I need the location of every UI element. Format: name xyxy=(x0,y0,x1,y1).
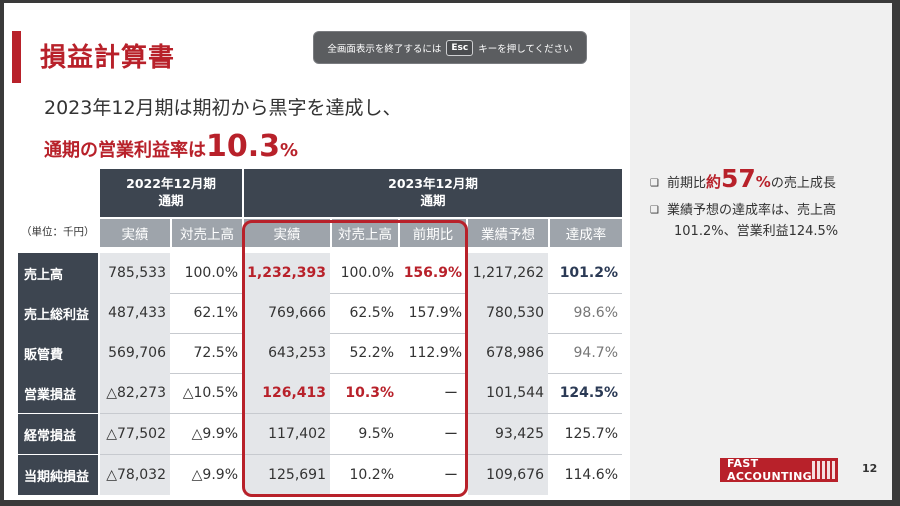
table-cell: ー xyxy=(444,386,458,402)
table-cell: 112.9% xyxy=(408,345,462,361)
table-cell: △9.9% xyxy=(191,426,238,442)
table-cell: 10.2% xyxy=(349,467,394,483)
bullet-sales-growth: ❑ 前期比約57%の売上成長 xyxy=(650,158,836,199)
table-cell: 109,676 xyxy=(468,455,548,495)
title-accent-bar xyxy=(12,31,21,83)
table-cell: 62.5% xyxy=(349,305,394,321)
logo-mark-icon xyxy=(812,461,836,479)
header-period: 2022年12月期 xyxy=(126,176,216,192)
column-header: 前期比 xyxy=(400,219,466,247)
column-header: 業績予想 xyxy=(468,219,548,247)
unit-label: （単位：千円） xyxy=(21,226,95,238)
bullet-percent: % xyxy=(755,173,771,191)
logo-text: FAST ACCOUNTING xyxy=(727,457,812,483)
table-cell: 157.9% xyxy=(408,305,462,321)
company-logo: FAST ACCOUNTING xyxy=(720,457,838,483)
table-cell: △82,273 xyxy=(100,373,170,413)
table-cell: 126,413 xyxy=(244,373,330,413)
headline: 通期の営業利益率は10.3% xyxy=(44,129,298,164)
table-cell: 52.2% xyxy=(349,345,394,361)
page-title: 損益計算書 xyxy=(40,43,176,73)
right-panel xyxy=(630,3,892,500)
header-period-type: 通期 xyxy=(420,193,446,208)
row-label: 営業損益 xyxy=(18,373,98,413)
column-header: 達成率 xyxy=(550,219,622,247)
exit-fullscreen-banner: 全画面表示を終了するには Esc キーを押してください xyxy=(313,31,587,64)
column-header: 対売上高 xyxy=(172,219,242,247)
row-divider xyxy=(100,333,622,334)
bullet-line2: 101.2%、営業利益124.5% xyxy=(674,224,839,240)
table-cell: 125.7% xyxy=(564,426,618,442)
highlight-box-2023 xyxy=(242,220,468,497)
headline-prefix: 通期の営業利益率は xyxy=(44,140,206,161)
table-cell: 10.3% xyxy=(345,385,394,401)
header-fy2022: 2022年12月期 通期 xyxy=(100,169,242,217)
header-period-type: 通期 xyxy=(158,193,184,208)
checkbox-bullet-icon: ❑ xyxy=(650,178,659,189)
table-cell: 124.5% xyxy=(559,385,618,401)
table-cell: 114.6% xyxy=(564,467,618,483)
headline-suffix: % xyxy=(280,140,299,161)
table-cell: △77,502 xyxy=(100,414,170,454)
table-cell: 487,433 xyxy=(100,293,170,333)
column-header: 対売上高 xyxy=(332,219,398,247)
header-fy2023: 2023年12月期 通期 xyxy=(244,169,622,217)
headline-value: 10.3 xyxy=(206,129,281,164)
table-cell: 156.9% xyxy=(403,265,462,281)
table-cell: △9.9% xyxy=(191,467,238,483)
column-header: 実績 xyxy=(244,219,330,247)
row-divider xyxy=(100,373,622,374)
table-cell: 101,544 xyxy=(468,373,548,413)
table-cell: 101.2% xyxy=(559,265,618,281)
table-cell: △78,032 xyxy=(100,455,170,495)
table-cell: 9.5% xyxy=(358,426,394,442)
row-label: 当期純損益 xyxy=(18,455,98,495)
checkbox-bullet-icon: ❑ xyxy=(650,205,659,216)
table-cell: 98.6% xyxy=(573,305,618,321)
table-cell: ー xyxy=(444,427,458,443)
row-label: 経常損益 xyxy=(18,414,98,454)
banner-text-after: キーを押してください xyxy=(478,43,573,55)
table-cell: 769,666 xyxy=(244,293,330,333)
table-cell: 1,232,393 xyxy=(244,253,330,293)
page-number: 12 xyxy=(862,462,878,475)
header-period: 2023年12月期 xyxy=(388,176,478,192)
table-cell: 643,253 xyxy=(244,333,330,373)
bullet-suffix: の売上成長 xyxy=(770,176,836,191)
table-cell: 125,691 xyxy=(244,455,330,495)
bullet-em: 約 xyxy=(705,173,721,191)
table-cell: 93,425 xyxy=(468,414,548,454)
row-divider xyxy=(100,293,622,294)
table-cell: 100.0% xyxy=(184,265,238,281)
column-header: 実績 xyxy=(100,219,170,247)
banner-text-before: 全画面表示を終了するには xyxy=(327,43,442,55)
table-cell: 117,402 xyxy=(244,414,330,454)
row-divider xyxy=(100,454,622,455)
bullet-achievement-rate: ❑ 業績予想の達成率は、売上高 101.2%、営業利益124.5% xyxy=(650,200,838,243)
esc-key-icon: Esc xyxy=(446,39,474,56)
row-label: 売上総利益 xyxy=(18,293,98,333)
table-cell: 1,217,262 xyxy=(468,253,548,293)
table-cell: 94.7% xyxy=(573,345,618,361)
table-cell: 678,986 xyxy=(468,333,548,373)
slide: 損益計算書 全画面表示を終了するには Esc キーを押してください 2023年1… xyxy=(4,3,892,500)
table-cell: 100.0% xyxy=(340,265,394,281)
table-cell: △10.5% xyxy=(182,385,238,401)
table-cell: ー xyxy=(444,468,458,484)
table-cell: 62.1% xyxy=(193,305,238,321)
bullet-line1: 業績予想の達成率は、売上高 xyxy=(666,203,836,218)
table-cell: 72.5% xyxy=(193,345,238,361)
row-label: 売上高 xyxy=(18,253,98,293)
table-cell: 569,706 xyxy=(100,333,170,373)
row-divider xyxy=(100,413,622,414)
bullet-number: 57 xyxy=(721,164,756,193)
table-cell: 780,530 xyxy=(468,293,548,333)
row-label: 販管費 xyxy=(18,333,98,373)
subtitle: 2023年12月期は期初から黒字を達成し、 xyxy=(44,97,402,119)
table-cell: 785,533 xyxy=(100,253,170,293)
bullet-prefix: 前期比 xyxy=(666,176,706,191)
